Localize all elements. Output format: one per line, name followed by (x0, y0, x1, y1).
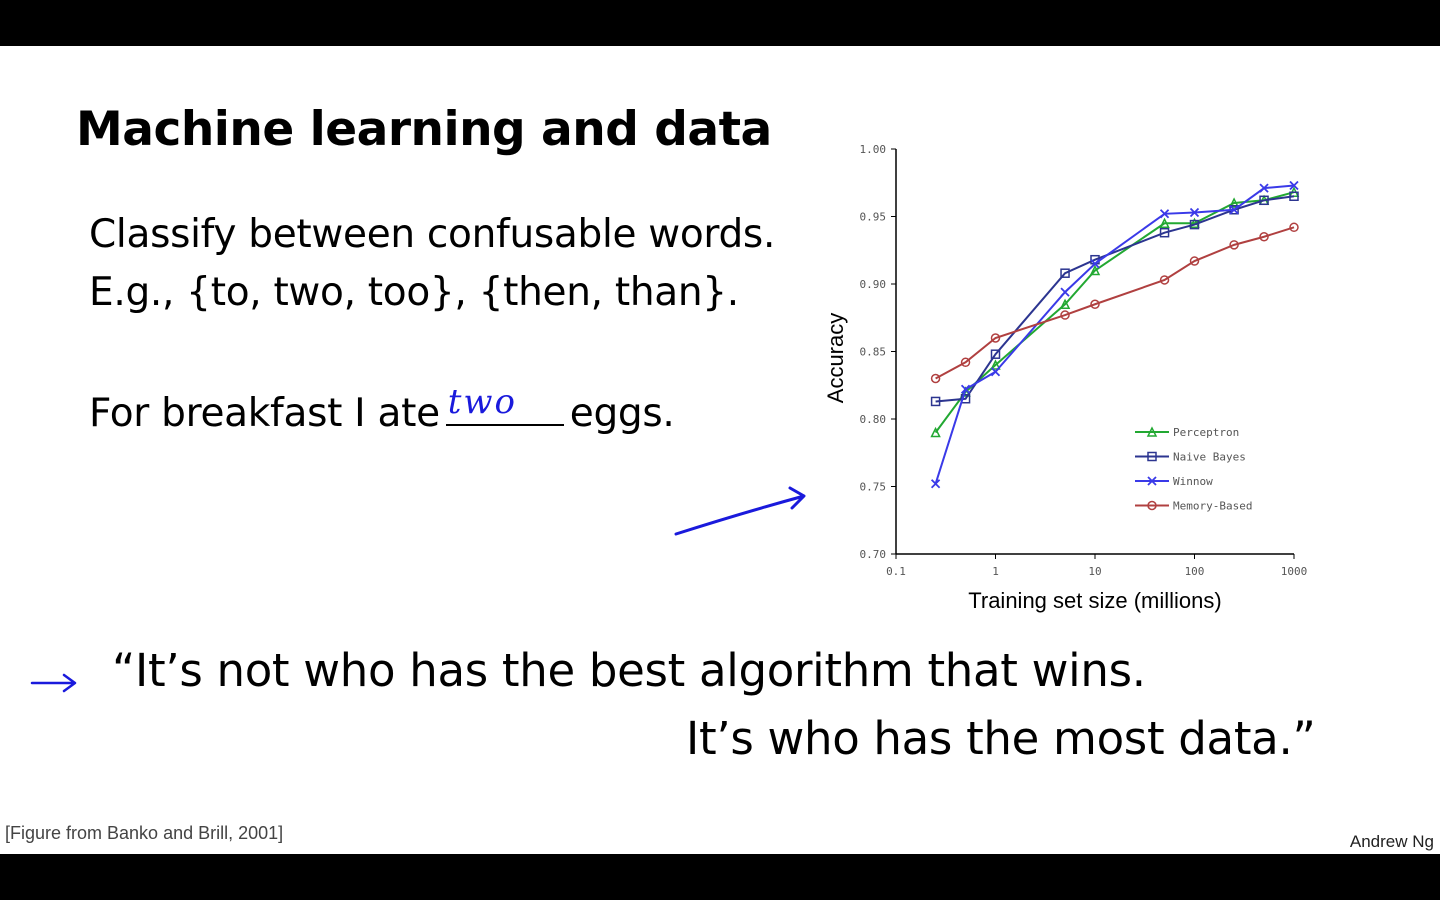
y-tick-label: 0.80 (860, 413, 887, 426)
data-point (930, 479, 941, 489)
data-point (1259, 183, 1269, 193)
data-point (930, 426, 941, 438)
data-point (1060, 310, 1070, 320)
fill-in-blank: two (445, 382, 564, 426)
y-axis-label: Accuracy (823, 313, 848, 403)
x-tick-label: 1000 (1281, 565, 1308, 578)
data-point (1146, 426, 1158, 437)
data-point (960, 357, 971, 368)
legend-label: Winnow (1173, 475, 1213, 488)
data-point (1259, 195, 1269, 206)
y-tick-label: 0.95 (860, 211, 887, 224)
data-point (1147, 476, 1157, 486)
x-axis-label: Training set size (millions) (968, 588, 1221, 613)
data-point (960, 384, 971, 394)
data-point (1059, 298, 1071, 309)
series-line (935, 226, 1295, 380)
data-point (1289, 191, 1299, 201)
author-credit: Andrew Ng (1349, 832, 1434, 851)
y-tick-label: 0.75 (860, 481, 887, 494)
data-point (1159, 275, 1170, 285)
data-point (990, 367, 1001, 377)
data-point (1090, 259, 1100, 269)
data-point (930, 373, 941, 384)
body-line-2: E.g., {to, two, too}, {then, than}. (89, 270, 739, 315)
data-point (1228, 197, 1240, 208)
series-line (934, 191, 1295, 434)
series-line (934, 184, 1295, 485)
x-tick-label: 100 (1185, 565, 1205, 578)
x-tick-label: 1 (992, 565, 999, 578)
x-tick-label: 0.1 (886, 565, 906, 578)
hand-arrow-icon (674, 486, 806, 536)
annotation-layer (30, 486, 806, 693)
sentence-end: eggs. (569, 391, 675, 436)
sentence-start: For breakfast I ate (89, 391, 440, 436)
accuracy-chart: 0.70 0.75 0.80 0.85 0.90 0.95 1.00 0.1 1 10 100 100… (823, 143, 1308, 613)
y-tick-label: 0.85 (860, 346, 887, 359)
data-point (1060, 287, 1070, 297)
data-point (1289, 222, 1299, 233)
small-arrow-icon (30, 673, 77, 693)
data-point (1229, 240, 1239, 250)
legend-label: Perceptron (1173, 426, 1239, 439)
data-point (1229, 205, 1239, 215)
y-tick-label: 0.90 (860, 278, 887, 291)
slide-title: Machine learning and data (76, 102, 772, 157)
data-point (1189, 256, 1200, 266)
handwritten-answer: two (447, 382, 518, 422)
data-point (1147, 500, 1157, 511)
body-line-3: For breakfast I ate two eggs. (89, 382, 675, 436)
data-point (1189, 219, 1200, 230)
legend-label: Naive Bayes (1173, 451, 1246, 464)
data-point (1089, 264, 1101, 276)
series-line (935, 195, 1295, 403)
legend-label: Memory-Based (1173, 500, 1252, 513)
data-point (1259, 232, 1269, 242)
data-point (1060, 268, 1070, 278)
chart-axes: 0.70 0.75 0.80 0.85 0.90 0.95 1.00 0.1 1 10 100 100… (860, 143, 1308, 578)
x-tick-label: 10 (1088, 565, 1101, 578)
quote-line-2: It’s who has the most data.” (686, 712, 1316, 765)
data-point (1159, 217, 1170, 228)
citation: [Figure from Banko and Brill, 2001] (5, 823, 284, 843)
data-point (1289, 180, 1299, 191)
data-point (990, 333, 1001, 343)
data-point (1159, 209, 1170, 219)
chart-legend: Perceptron Naive Bayes Winnow Memory-Based (1135, 426, 1252, 513)
data-point (1159, 227, 1170, 238)
data-point (990, 359, 1001, 370)
data-point (1147, 451, 1157, 462)
chart-series-layer (930, 180, 1300, 489)
y-tick-label: 1.00 (860, 143, 887, 156)
body-line-1: Classify between confusable words. (89, 212, 776, 257)
data-point (1090, 299, 1100, 309)
data-point (930, 396, 941, 407)
data-point (990, 349, 1001, 359)
data-point (1189, 207, 1200, 218)
slide: Machine learning and data Classify betwe… (0, 46, 1440, 854)
quote-line-1: “It’s not who has the best algorithm tha… (112, 644, 1146, 697)
y-tick-label: 0.70 (860, 548, 887, 561)
